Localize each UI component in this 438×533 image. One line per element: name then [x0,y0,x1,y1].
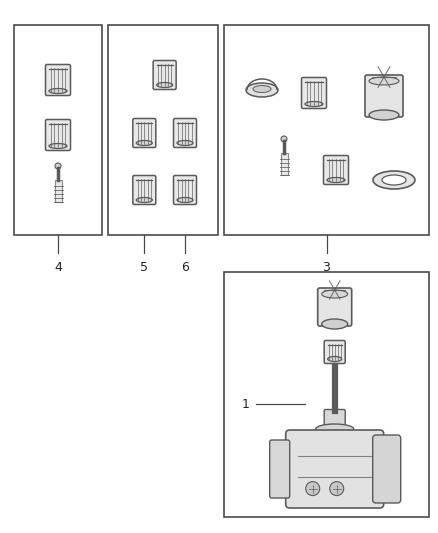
FancyBboxPatch shape [373,435,401,503]
Ellipse shape [49,143,67,149]
Circle shape [330,482,344,496]
Text: 3: 3 [322,261,330,274]
Bar [54,180,61,202]
FancyBboxPatch shape [133,175,156,205]
FancyBboxPatch shape [324,341,345,364]
FancyBboxPatch shape [46,119,71,150]
Ellipse shape [328,357,342,361]
FancyBboxPatch shape [46,64,71,95]
FancyBboxPatch shape [301,77,326,109]
Ellipse shape [157,83,173,87]
FancyBboxPatch shape [173,175,197,205]
Ellipse shape [316,424,354,434]
Bar [224,272,429,517]
Text: 1: 1 [242,398,250,411]
Ellipse shape [177,141,193,146]
Text: 6: 6 [181,261,189,274]
Ellipse shape [369,77,399,85]
Ellipse shape [136,141,152,146]
FancyBboxPatch shape [324,409,345,431]
Circle shape [55,163,61,169]
Ellipse shape [246,83,278,97]
Ellipse shape [49,88,67,93]
Circle shape [306,482,320,496]
Bar [108,25,218,235]
FancyBboxPatch shape [270,440,290,498]
Ellipse shape [321,290,348,298]
Bar [224,25,429,235]
FancyBboxPatch shape [173,118,197,148]
Ellipse shape [373,171,415,189]
Ellipse shape [321,319,348,329]
Ellipse shape [369,110,399,120]
FancyBboxPatch shape [153,61,176,90]
Ellipse shape [253,85,271,93]
FancyBboxPatch shape [133,118,156,148]
Text: 4: 4 [54,261,62,274]
FancyBboxPatch shape [365,75,403,117]
Circle shape [281,136,287,142]
Ellipse shape [382,175,406,185]
Ellipse shape [305,101,323,107]
FancyBboxPatch shape [324,156,349,184]
Bar [14,25,102,235]
Ellipse shape [327,177,345,182]
Bar [280,153,287,175]
Ellipse shape [136,198,152,203]
Ellipse shape [177,198,193,203]
FancyBboxPatch shape [318,288,352,326]
Text: 5: 5 [140,261,148,274]
FancyBboxPatch shape [286,430,384,508]
